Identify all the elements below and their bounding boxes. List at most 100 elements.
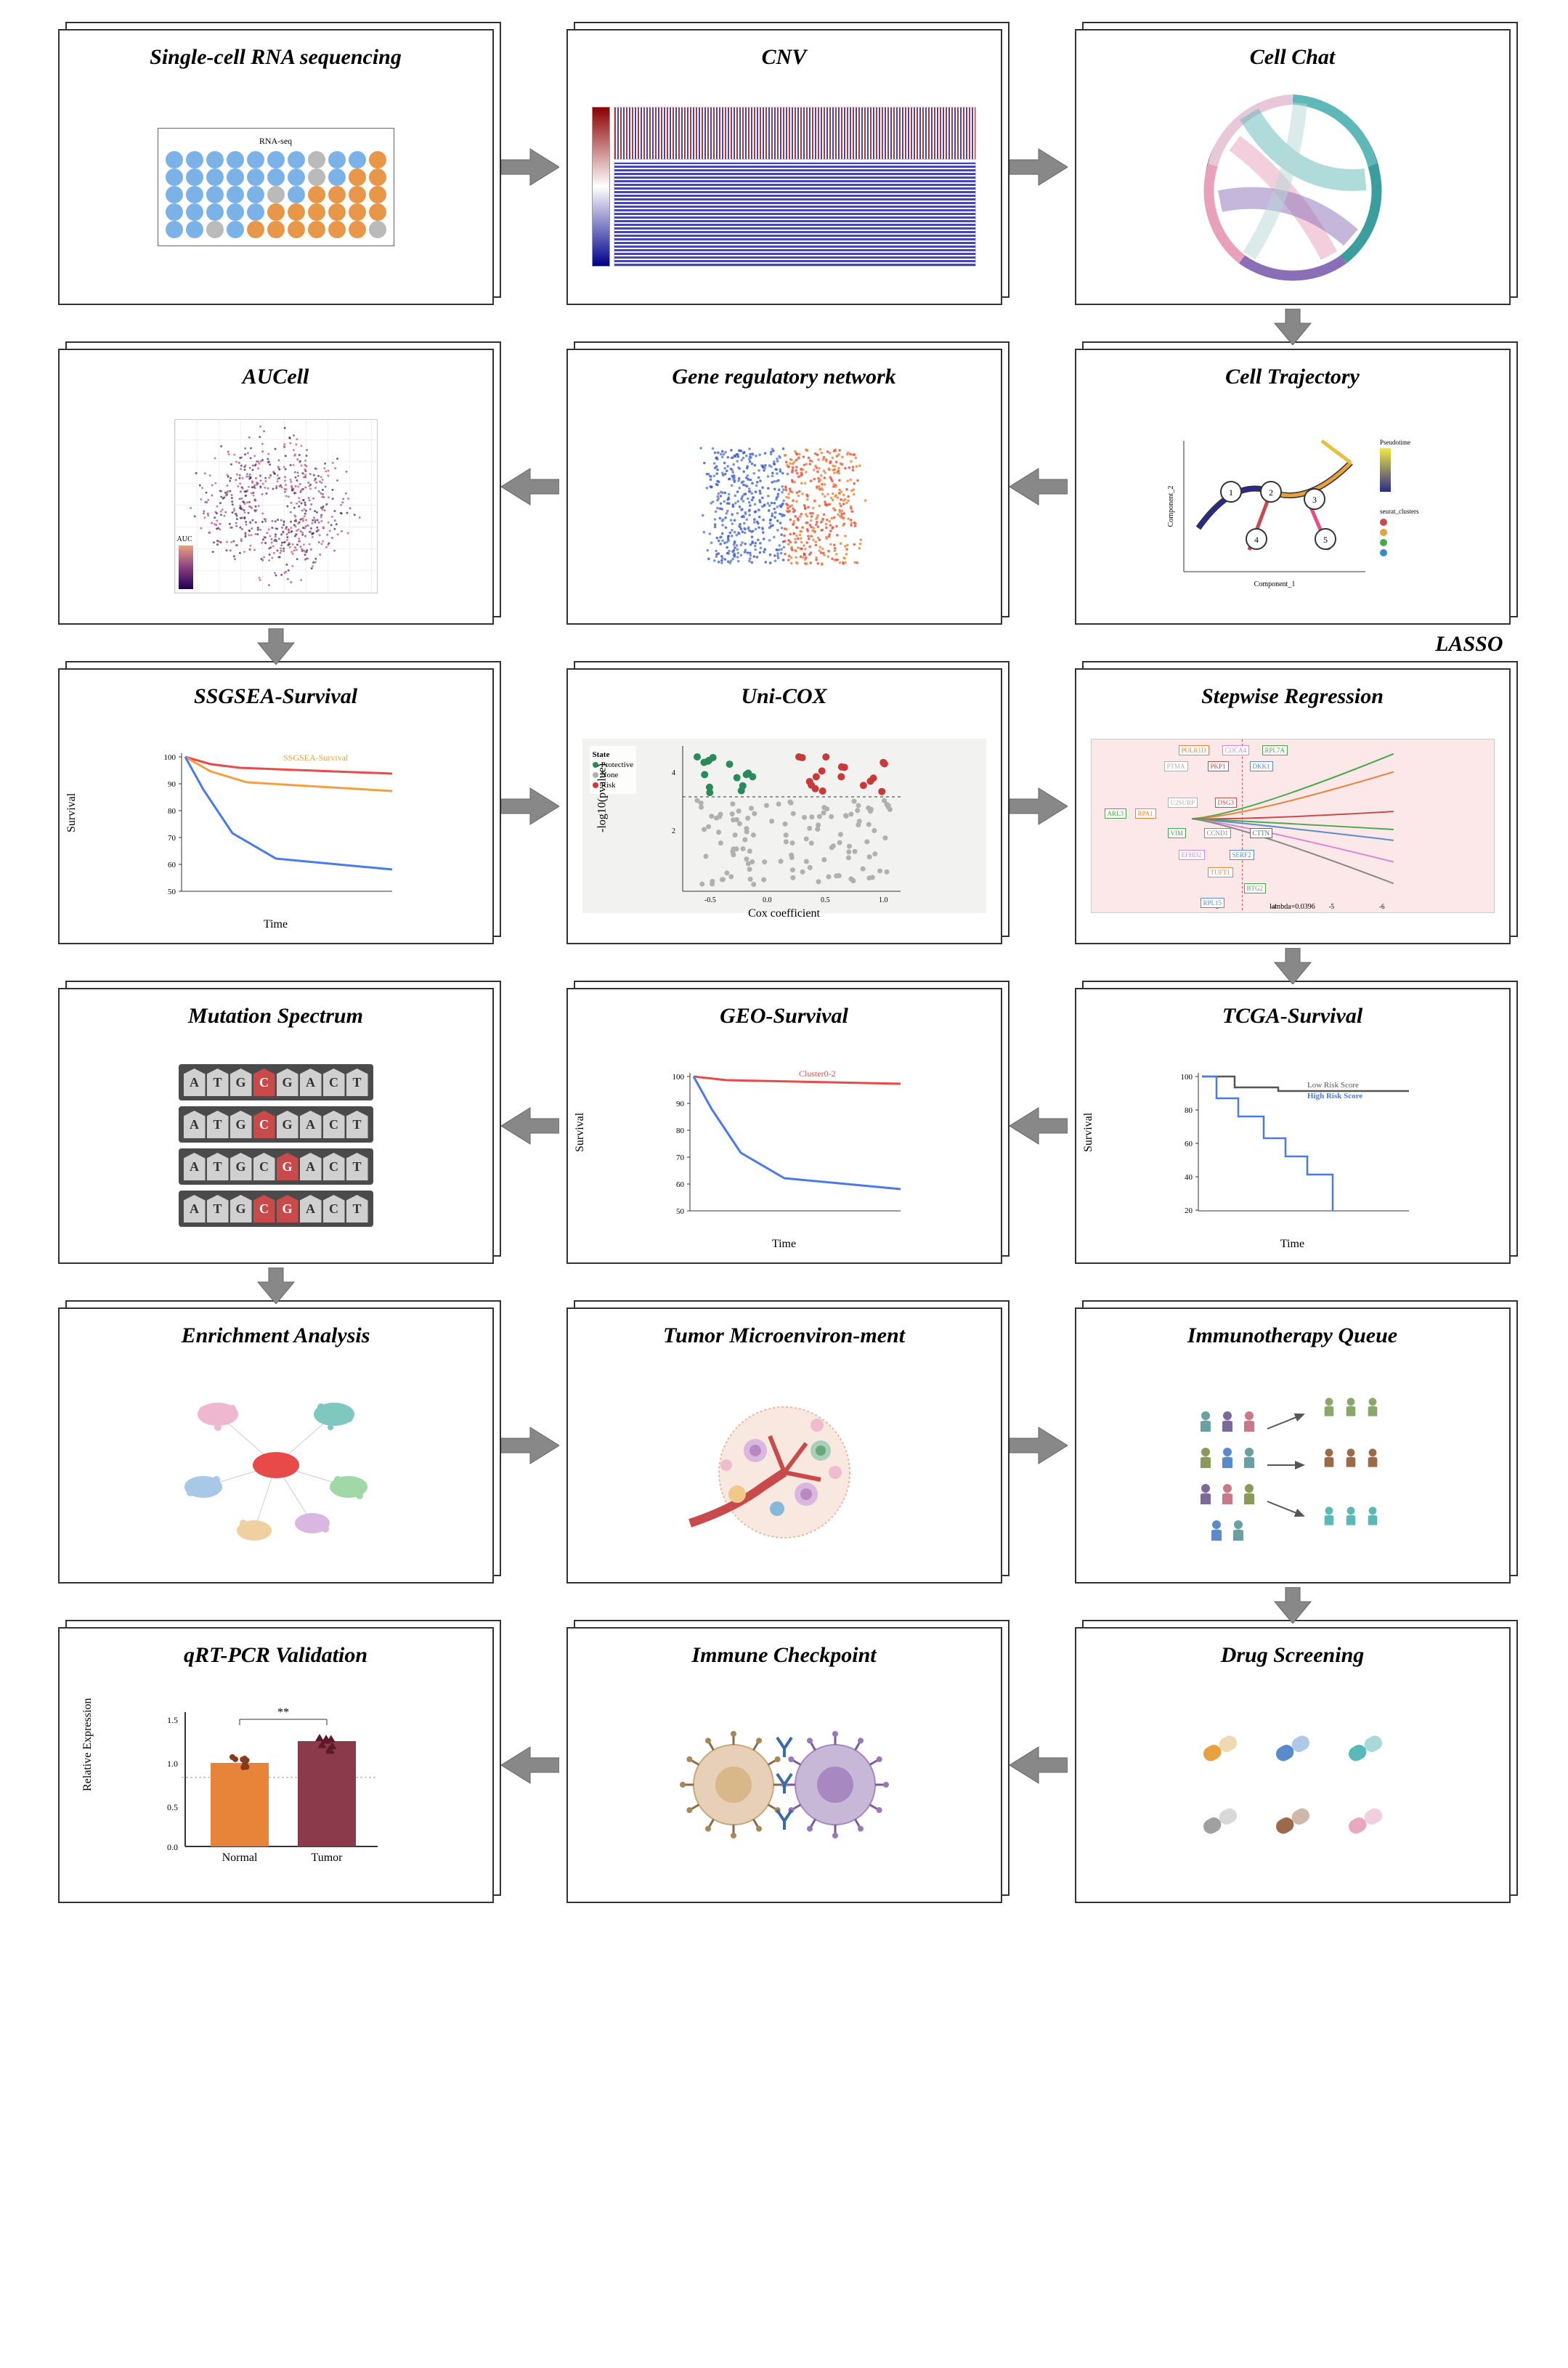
arrow-right-icon xyxy=(1010,145,1068,189)
lasso-caption: lambda=0.0396 xyxy=(1270,903,1315,911)
card-aucell: AUCell AUC xyxy=(58,349,494,625)
viz-enrich xyxy=(74,1363,478,1568)
cnv-legend xyxy=(592,107,610,267)
qrtpcr-x1: Normal xyxy=(222,1852,257,1864)
svg-text:20: 20 xyxy=(1185,1207,1193,1215)
arrow-down-icon xyxy=(1271,1587,1315,1623)
trajectory-legend-time: Pseudotime xyxy=(1380,439,1410,446)
card-immqueue: Immunotherapy Queue xyxy=(1075,1307,1511,1584)
aucell-legend-label: AUC xyxy=(177,535,192,543)
viz-immqueue xyxy=(1091,1363,1495,1568)
viz-aucell: AUC xyxy=(74,404,478,609)
viz-trajectory: Component_1 Component_2 1 2 3 4 5 Pseudo… xyxy=(1091,404,1495,609)
lasso-outer-label: LASSO xyxy=(1435,632,1503,657)
title-scrna: Single-cell RNA sequencing xyxy=(150,45,402,70)
svg-text:40: 40 xyxy=(1185,1173,1193,1182)
viz-drug xyxy=(1091,1682,1495,1887)
unicox-xlabel: Cox coefficient xyxy=(748,907,820,920)
svg-text:90: 90 xyxy=(168,780,176,789)
title-enrich: Enrichment Analysis xyxy=(182,1323,370,1348)
ssgsea-ylabel: Survival xyxy=(65,793,78,832)
arrow-down-icon xyxy=(254,628,298,665)
tcga-legend-low: Low Risk Score xyxy=(1307,1081,1359,1090)
svg-text:100: 100 xyxy=(1180,1073,1193,1082)
svg-text:0.0: 0.0 xyxy=(167,1842,178,1852)
svg-text:70: 70 xyxy=(676,1153,685,1162)
card-tcga: TCGA-Survival 100 80 60 40 20 Low Risk Score… xyxy=(1075,988,1511,1264)
svg-text:-0.5: -0.5 xyxy=(704,896,716,904)
card-checkpoint: Immune Checkpoint xyxy=(566,1627,1002,1903)
arrow-down-icon xyxy=(254,1268,298,1304)
svg-text:-6: -6 xyxy=(1379,903,1385,910)
title-grn: Gene regulatory network xyxy=(672,365,895,389)
card-ssgsea: SSGSEA-Survival 1009080706050 SSGSEA-Sur… xyxy=(58,668,494,944)
card-qrtpcr: qRT-PCR Validation 1.5 1.0 0.5 0.0 xyxy=(58,1627,494,1903)
svg-text:-5: -5 xyxy=(1328,903,1334,910)
arrow-right-icon xyxy=(1010,1424,1068,1467)
svg-text:60: 60 xyxy=(676,1180,685,1189)
cnv-top-heatmap xyxy=(614,107,975,160)
svg-text:1.0: 1.0 xyxy=(167,1759,178,1769)
viz-stepwise: -3 -4 -5 -6 POLR1DCDCA4RPL7APTMAPKP1DKK1… xyxy=(1091,723,1495,928)
card-cnv: CNV xyxy=(566,29,1002,305)
svg-text:Component_1: Component_1 xyxy=(1254,580,1295,588)
viz-checkpoint xyxy=(582,1682,986,1887)
cnv-bottom-heatmap xyxy=(614,162,975,267)
viz-scrna: RNA-seq xyxy=(74,84,478,289)
svg-text:0.0: 0.0 xyxy=(763,896,772,904)
card-mutation: Mutation Spectrum ATGCGACTATGCGACTATGCGA… xyxy=(58,988,494,1264)
arrow-down-icon xyxy=(1271,948,1315,984)
trajectory-legend-clusters: seurat_clusters xyxy=(1380,508,1419,515)
svg-text:90: 90 xyxy=(676,1100,685,1108)
svg-text:1: 1 xyxy=(1229,487,1233,498)
qrtpcr-ylabel: Relative Expression xyxy=(81,1698,94,1791)
svg-text:80: 80 xyxy=(1185,1106,1193,1115)
svg-text:2: 2 xyxy=(672,827,675,835)
title-immqueue: Immunotherapy Queue xyxy=(1187,1323,1397,1348)
title-cnv: CNV xyxy=(762,45,807,70)
title-qrtpcr: qRT-PCR Validation xyxy=(184,1643,367,1668)
arrow-left-icon xyxy=(1010,465,1068,508)
card-grn: Gene regulatory network xyxy=(566,349,1002,625)
svg-text:1.5: 1.5 xyxy=(167,1715,178,1725)
arrow-left-icon xyxy=(501,1743,559,1787)
viz-unicox: -0.5 0.0 0.5 1.0 4 2 State Protective No… xyxy=(582,723,986,928)
title-aucell: AUCell xyxy=(243,365,309,389)
svg-text:80: 80 xyxy=(676,1127,685,1135)
svg-text:60: 60 xyxy=(168,861,176,869)
title-mutation: Mutation Spectrum xyxy=(188,1004,363,1029)
viz-qrtpcr: 1.5 1.0 0.5 0.0 ** Normal Tumor xyxy=(74,1682,478,1887)
svg-text:Component_2: Component_2 xyxy=(1167,486,1175,527)
viz-ssgsea: 1009080706050 SSGSEA-Survival Survival T… xyxy=(74,723,478,928)
viz-cnv xyxy=(582,84,986,289)
arrow-right-icon xyxy=(501,784,559,828)
arrow-left-icon xyxy=(501,1104,559,1148)
arrow-right-icon xyxy=(501,1424,559,1467)
title-trajectory: Cell Trajectory xyxy=(1225,365,1360,389)
arrow-left-icon xyxy=(1010,1743,1068,1787)
title-cellchat: Cell Chat xyxy=(1250,45,1336,70)
qrtpcr-sig: ** xyxy=(277,1706,289,1719)
card-unicox: Uni-COX -0.5 0.0 0.5 1.0 4 2 xyxy=(566,668,1002,944)
viz-mutation: ATGCGACTATGCGACTATGCGACTATGCGACT xyxy=(74,1043,478,1248)
card-scrna: Single-cell RNA sequencing RNA-seq xyxy=(58,29,494,305)
geo-ylabel: Survival xyxy=(574,1113,587,1152)
arrow-down-icon xyxy=(1271,309,1315,345)
title-unicox: Uni-COX xyxy=(741,684,826,709)
card-enrich: Enrichment Analysis xyxy=(58,1307,494,1584)
svg-text:80: 80 xyxy=(168,807,176,816)
aucell-legend-gradient xyxy=(179,546,193,589)
title-tme: Tumor Microenviron-ment xyxy=(663,1323,905,1348)
arrow-right-icon xyxy=(1010,784,1068,828)
viz-tcga: 100 80 60 40 20 Low Risk Score High Risk Sco… xyxy=(1091,1043,1495,1248)
tcga-ylabel: Survival xyxy=(1082,1113,1095,1152)
card-trajectory: Cell Trajectory Component_1 Component_2 … xyxy=(1075,349,1511,625)
qrtpcr-x2: Tumor xyxy=(311,1852,343,1864)
tcga-legend-high: High Risk Score xyxy=(1307,1092,1362,1100)
scrna-subtitle: RNA-seq xyxy=(166,136,386,147)
title-drug: Drug Screening xyxy=(1221,1643,1365,1668)
viz-cellchat xyxy=(1091,84,1495,289)
title-geo: GEO-Survival xyxy=(720,1004,848,1029)
title-tcga: TCGA-Survival xyxy=(1222,1004,1362,1029)
svg-text:60: 60 xyxy=(1185,1140,1193,1148)
